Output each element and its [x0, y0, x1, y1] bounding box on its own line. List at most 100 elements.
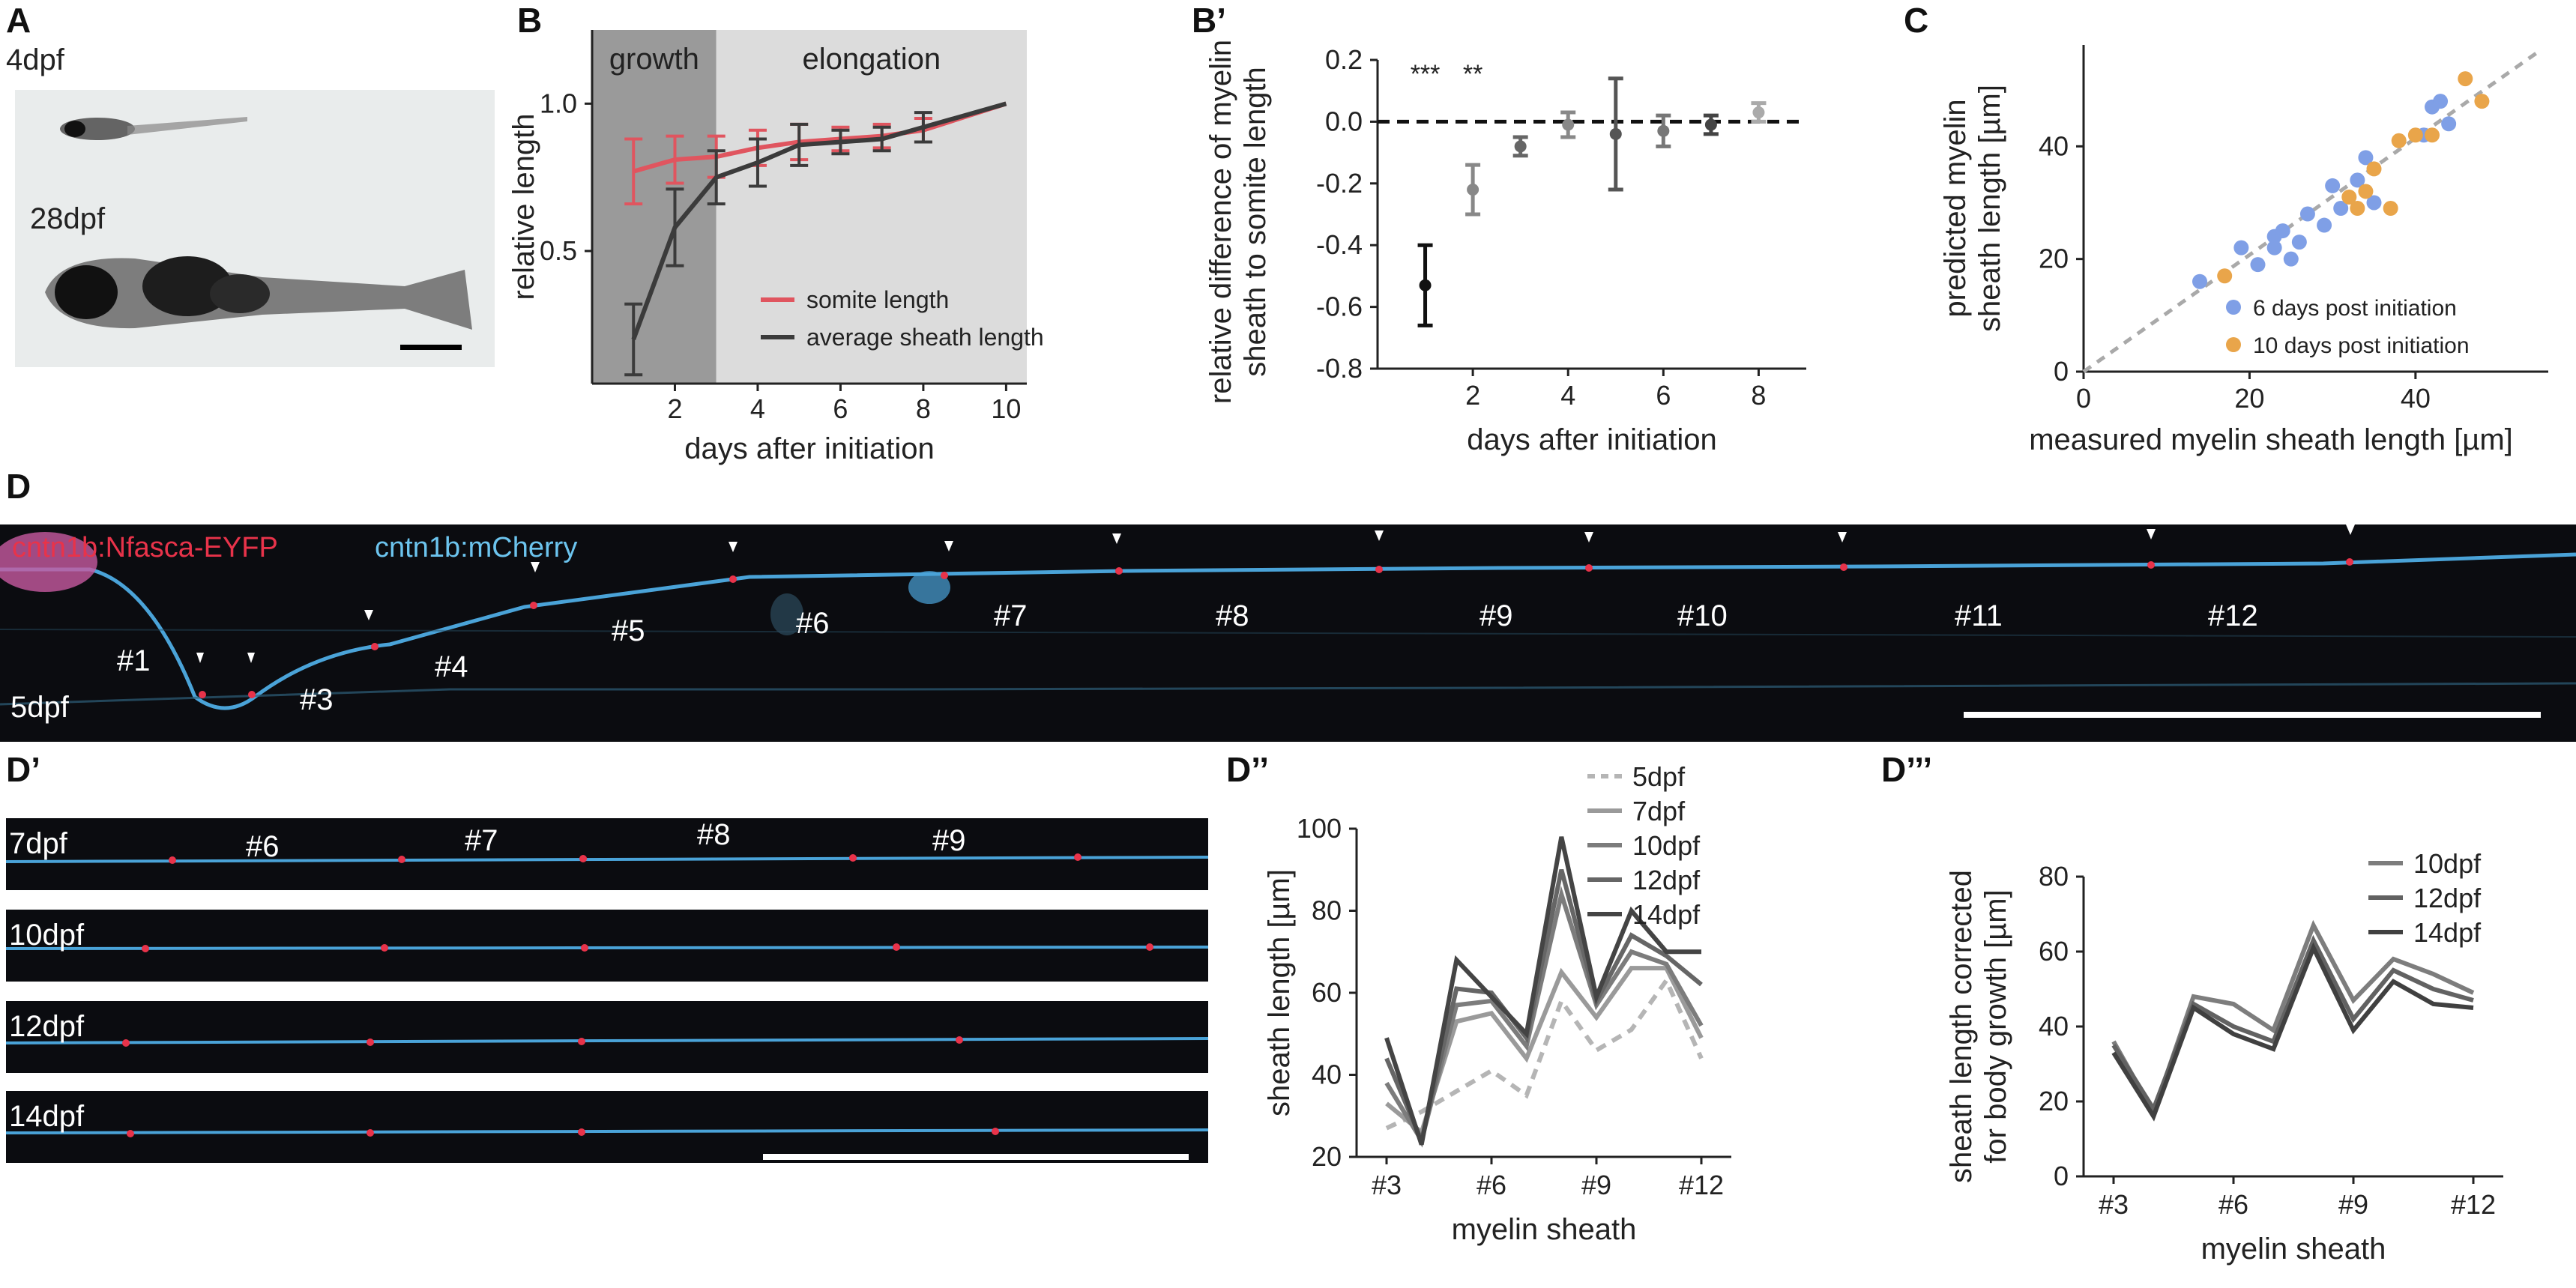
- panel-letter-d-prime: D’: [6, 750, 40, 789]
- y-tick-label: 0.5: [540, 235, 577, 266]
- x-tick-label: 6: [1656, 380, 1671, 411]
- data-point: [2366, 195, 2382, 211]
- y-tick-label: 40: [1312, 1059, 1342, 1090]
- data-point: [2291, 235, 2307, 250]
- y-tick-label: -0.8: [1316, 353, 1363, 384]
- chart-d-double-prime: 20 40 60 80 100 #3 #6 #9 #12 myelin sheath sheath …: [1263, 761, 1731, 1246]
- sheath-label: #9: [1479, 599, 1513, 632]
- legend-label: 7dpf: [1632, 796, 1686, 826]
- y-tick-label: 100: [1297, 813, 1342, 844]
- y-tick-label: 80: [2039, 861, 2069, 892]
- legend-label: 12dpf: [1632, 865, 1701, 895]
- stage-label: 5dpf: [10, 691, 69, 724]
- y-tick-label: 60: [1312, 977, 1342, 1008]
- data-point: [2317, 217, 2332, 233]
- legend-label: somite length: [806, 286, 949, 313]
- x-tick-label: #3: [2099, 1189, 2129, 1220]
- y-axis-label: relative difference of myelin: [1204, 40, 1237, 404]
- y-axis-label: for body growth [µm]: [1979, 889, 2012, 1163]
- chart-d-triple-prime: 0 20 40 60 80 #3 #6 #9 #12 myelin sheath sheath le…: [1945, 848, 2503, 1266]
- x-tick-label: 20: [2234, 383, 2264, 414]
- sheath-label: #7: [994, 599, 1028, 632]
- y-tick-label: 1.0: [540, 88, 577, 118]
- axon-drawing: [6, 943, 1208, 952]
- x-tick-label: 8: [1751, 380, 1766, 411]
- y-tick-label: -0.6: [1316, 291, 1363, 322]
- stage-label-small: 4dpf: [6, 43, 64, 76]
- data-point: [1562, 118, 1575, 131]
- x-tick-label: 6: [833, 393, 848, 424]
- x-axis-label: myelin sheath: [1452, 1213, 1637, 1246]
- sheath-label: #9: [932, 824, 966, 857]
- data-point: [2383, 201, 2398, 216]
- legend-label: 10dpf: [2413, 848, 2482, 879]
- data-point: [1609, 127, 1622, 140]
- x-axis-label: days after initiation: [1467, 423, 1717, 456]
- data-point: [2250, 257, 2266, 273]
- scale-bar: [763, 1154, 1189, 1160]
- legend-label: 12dpf: [2413, 883, 2482, 913]
- sheath-label: #3: [300, 683, 334, 716]
- axon-drawing: [6, 853, 1208, 864]
- x-tick-label: #12: [2451, 1189, 2496, 1220]
- series-line-7dpf: [1385, 966, 1704, 1137]
- data-point: [2333, 201, 2349, 216]
- marker-label-red: cntn1b:Nfasca-EYFP: [12, 532, 278, 563]
- series-line-5dpf: [1385, 976, 1704, 1131]
- chart-b: growth elongation 2 4 6 8 10 0.5 1.0 days after i…: [507, 30, 1044, 465]
- y-tick-label: 0: [2054, 356, 2069, 387]
- data-point: [2299, 206, 2315, 222]
- significance-label: **: [1463, 60, 1482, 88]
- x-tick-label: #6: [1476, 1170, 1506, 1200]
- y-tick-label: 20: [2039, 244, 2069, 274]
- sheath-label: #8: [1216, 599, 1249, 632]
- scale-bar: [1964, 712, 2541, 718]
- stage-label-large: 28dpf: [30, 202, 106, 235]
- data-point: [1657, 124, 1670, 137]
- y-axis-label: predicted myelin: [1939, 99, 1972, 317]
- legend-swatch: [2226, 300, 2241, 315]
- fish-drawing: [45, 117, 472, 350]
- panel-letter-d: D: [6, 467, 31, 506]
- legend-label: 10 days post initiation: [2253, 333, 2470, 358]
- panel-letter-c: C: [1904, 1, 1929, 40]
- data-point: [2217, 268, 2233, 284]
- data-point: [2391, 133, 2407, 148]
- data-point: [2366, 161, 2382, 177]
- legend-label: average sheath length: [806, 324, 1044, 351]
- x-tick-label: 40: [2401, 383, 2431, 414]
- data-point: [2233, 240, 2249, 256]
- stage-label: 14dpf: [9, 1100, 85, 1133]
- y-tick-label: 60: [2039, 936, 2069, 967]
- legend-swatch: [2226, 337, 2241, 352]
- data-point: [1752, 106, 1765, 119]
- y-axis-label: sheath length [µm]: [1263, 869, 1296, 1116]
- data-point: [1467, 184, 1479, 196]
- y-tick-label: -0.2: [1316, 168, 1363, 199]
- stage-label: 7dpf: [9, 827, 67, 860]
- x-tick-label: #3: [1372, 1170, 1402, 1200]
- micrograph-5dpf: cntn1b:Nfasca-EYFP cntn1b:mCherry 5dpf #…: [0, 524, 2576, 742]
- micrograph-7dpf: 7dpf #6 #7 #8 #9: [6, 818, 1208, 890]
- sheath-label: #6: [246, 830, 280, 863]
- y-tick-label: 40: [2039, 130, 2069, 161]
- panel-letter-d-triple-prime: D’’’: [1881, 750, 1933, 789]
- x-tick-label: #6: [2218, 1189, 2248, 1220]
- region-label: growth: [609, 43, 699, 76]
- region-elongation: [716, 30, 1027, 384]
- y-axis-label: sheath to somite length: [1239, 67, 1272, 377]
- series-line-12dpf: [1384, 868, 1703, 1148]
- x-tick-label: 8: [916, 393, 931, 424]
- y-axis-label: relative length: [507, 113, 540, 300]
- x-tick-label: 2: [1465, 380, 1480, 411]
- x-tick-label: #12: [1679, 1170, 1724, 1200]
- legend-label: 14dpf: [2413, 917, 2482, 948]
- significance-label: ***: [1411, 60, 1441, 88]
- panel-letter-b-prime: B’: [1192, 1, 1226, 40]
- legend-label: 5dpf: [1632, 761, 1686, 792]
- legend-label: 14dpf: [1632, 899, 1701, 930]
- panel-letter-b: B: [517, 1, 543, 40]
- micrograph-14dpf: 14dpf: [6, 1091, 1208, 1163]
- data-point: [2350, 201, 2365, 216]
- legend-label: 10dpf: [1632, 830, 1701, 861]
